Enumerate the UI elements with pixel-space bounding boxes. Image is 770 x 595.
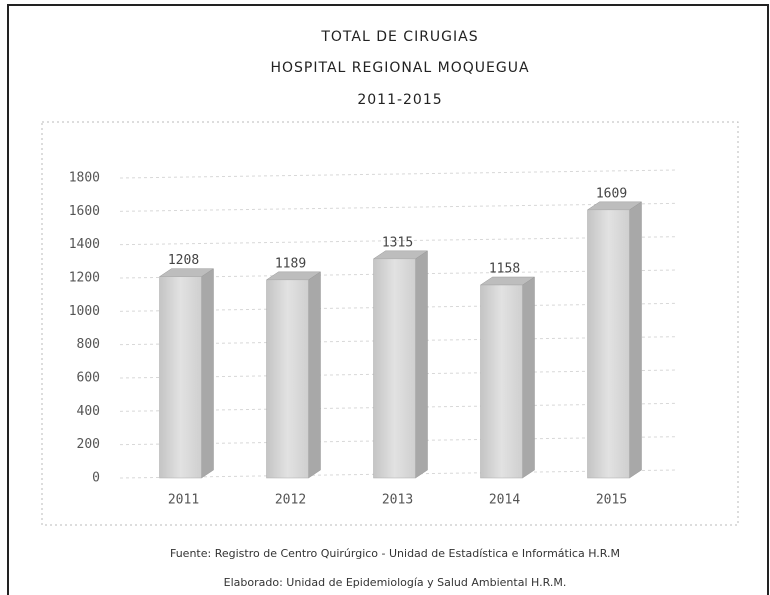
y-tick-label: 1600 [69,204,100,219]
x-tick-label: 2014 [489,493,520,508]
x-tick-label: 2011 [168,493,199,508]
author-note: Elaborado: Unidad de Epidemiología y Sal… [224,576,567,589]
source-note: Fuente: Registro de Centro Quirúrgico - … [170,547,620,560]
y-tick-label: 1400 [69,237,100,252]
bar [373,258,416,479]
value-label: 1208 [168,253,199,268]
x-tick-label: 2015 [596,493,627,508]
plot-frame [41,121,739,526]
value-label: 1158 [489,262,520,277]
value-label: 1189 [275,256,306,271]
bar [159,276,202,479]
grid-line [119,169,678,179]
y-tick-label: 600 [77,371,100,386]
bar-side [201,268,214,479]
chart-title: TOTAL DE CIRUGIAS [320,29,478,45]
chart-subtitle: 2011-2015 [357,92,442,108]
chart-subtitle: HOSPITAL REGIONAL MOQUEGUA [270,60,529,76]
bar-side [522,276,535,479]
page-frame [7,4,769,595]
bar [266,279,309,479]
y-tick-label: 400 [77,404,100,419]
bar-side [415,250,428,479]
x-tick-label: 2012 [275,493,306,508]
grid-line [119,202,678,212]
bar [587,209,630,479]
y-tick-label: 200 [77,437,100,452]
value-label: 1609 [596,186,627,201]
y-tick-label: 1000 [69,304,100,319]
value-label: 1315 [382,235,413,250]
grid-line [119,236,678,246]
y-tick-label: 1200 [69,271,100,286]
bar [480,284,523,479]
y-tick-label: 800 [77,337,100,352]
bar-side [629,201,642,479]
y-tick-label: 0 [92,471,100,486]
y-tick-label: 1800 [69,171,100,186]
bar-side [308,271,321,479]
x-tick-label: 2013 [382,493,413,508]
